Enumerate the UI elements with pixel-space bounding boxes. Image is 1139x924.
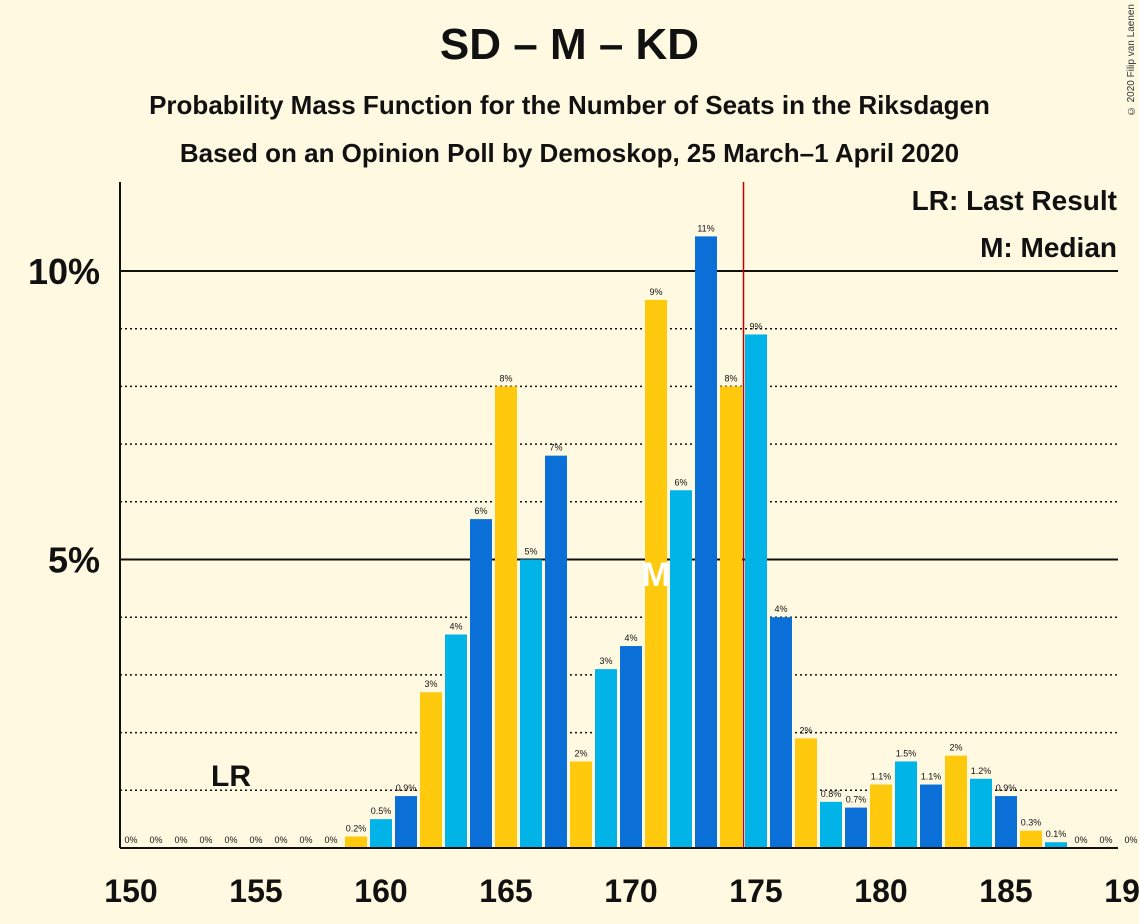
bar-seat-171 [645, 299, 667, 849]
bar-seat-181 [895, 761, 917, 848]
bar-seat-173 [695, 236, 717, 848]
x-tick-label: 190 [1104, 873, 1139, 909]
chart-subtitle: Probability Mass Function for the Number… [149, 90, 990, 120]
x-tick-label: 165 [479, 873, 532, 909]
last-result-marker: LR [211, 760, 251, 793]
bar-seat-162 [420, 692, 442, 848]
bar-seat-169 [595, 669, 617, 848]
bar-seat-184 [970, 778, 992, 848]
bar-seat-160 [370, 819, 392, 848]
y-tick-label: 10% [28, 251, 100, 292]
bar-seat-187 [1045, 842, 1067, 848]
bar-label-seat-157: 0% [299, 835, 312, 845]
bar-label-seat-152: 0% [174, 835, 187, 845]
bar-seat-159 [345, 836, 367, 848]
bar-label-seat-167: 7% [549, 443, 562, 453]
bar-label-seat-171: 9% [649, 287, 662, 297]
bar-label-seat-150: 0% [124, 835, 137, 845]
bar-label-seat-169: 3% [599, 656, 612, 666]
bar-seat-168 [570, 761, 592, 848]
bar-label-seat-181: 1.5% [896, 748, 917, 758]
x-tick-label: 160 [354, 873, 407, 909]
bar-label-seat-172: 6% [674, 477, 687, 487]
bar-seat-166 [520, 559, 542, 848]
bar-label-seat-186: 0.3% [1021, 818, 1042, 828]
bar-label-seat-183: 2% [949, 743, 962, 753]
bar-label-seat-160: 0.5% [371, 806, 392, 816]
bar-seat-179 [845, 807, 867, 848]
bar-seat-170 [620, 646, 642, 848]
x-tick-label: 170 [604, 873, 657, 909]
x-tick-label: 185 [979, 873, 1032, 909]
legend-median: M: Median [980, 232, 1117, 263]
bar-label-seat-179: 0.7% [846, 795, 867, 805]
bar-label-seat-163: 4% [449, 622, 462, 632]
bar-seat-175 [745, 334, 767, 849]
bar-seat-178 [820, 801, 842, 848]
bar-label-seat-185: 0.9% [996, 783, 1017, 793]
bar-label-seat-177: 2% [799, 725, 812, 735]
bar-seat-167 [545, 455, 567, 848]
bar-seat-177 [795, 738, 817, 848]
median-marker: M [642, 556, 670, 594]
bar-label-seat-187: 0.1% [1046, 829, 1067, 839]
bar-seat-163 [445, 634, 467, 848]
bar-label-seat-174: 8% [724, 373, 737, 383]
bar-label-seat-176: 4% [774, 604, 787, 614]
bar-label-seat-154: 0% [224, 835, 237, 845]
chart-title: SD – M – KD [439, 20, 700, 69]
bar-label-seat-162: 3% [424, 679, 437, 689]
bar-label-seat-164: 6% [474, 506, 487, 516]
x-tick-label: 150 [104, 873, 157, 909]
bar-seat-185 [995, 796, 1017, 848]
bar-label-seat-155: 0% [249, 835, 262, 845]
chart-source-line: Based on an Opinion Poll by Demoskop, 25… [179, 138, 960, 168]
bar-seat-176 [770, 617, 792, 848]
bar-label-seat-180: 1.1% [871, 772, 892, 782]
x-tick-label: 180 [854, 873, 907, 909]
bar-label-seat-168: 2% [574, 748, 587, 758]
bar-seat-183 [945, 755, 967, 848]
bar-seat-182 [920, 784, 942, 848]
bar-label-seat-158: 0% [324, 835, 337, 845]
bar-seat-164 [470, 519, 492, 848]
x-tick-label: 175 [729, 873, 782, 909]
bar-label-seat-165: 8% [499, 373, 512, 383]
bar-label-seat-189: 0% [1099, 835, 1112, 845]
bar-label-seat-166: 5% [524, 547, 537, 557]
bar-label-seat-159: 0.2% [346, 823, 367, 833]
bar-label-seat-184: 1.2% [971, 766, 992, 776]
bar-label-seat-182: 1.1% [921, 772, 942, 782]
bar-label-seat-151: 0% [149, 835, 162, 845]
bar-label-seat-190: 0% [1124, 835, 1137, 845]
bar-label-seat-178: 0.8% [821, 789, 842, 799]
bar-label-seat-170: 4% [624, 633, 637, 643]
legend-last-result: LR: Last Result [912, 185, 1117, 216]
bar-seat-180 [870, 784, 892, 848]
bar-label-seat-161: 0.9% [396, 783, 417, 793]
bar-seat-174 [720, 386, 742, 848]
bar-label-seat-175: 9% [749, 321, 762, 331]
x-tick-label: 155 [229, 873, 282, 909]
bar-label-seat-153: 0% [199, 835, 212, 845]
bar-label-seat-173: 11% [697, 223, 714, 233]
bar-label-seat-188: 0% [1074, 835, 1087, 845]
y-tick-label: 5% [48, 540, 100, 581]
bar-seat-172 [670, 490, 692, 848]
bar-seat-161 [395, 796, 417, 848]
bar-label-seat-156: 0% [274, 835, 287, 845]
bar-seat-186 [1020, 830, 1042, 848]
bar-seat-165 [495, 386, 517, 848]
